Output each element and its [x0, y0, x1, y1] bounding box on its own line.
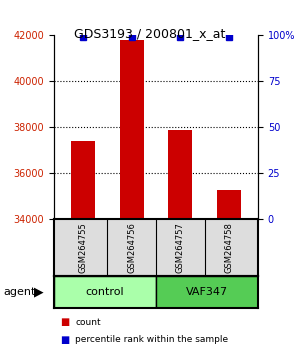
Bar: [120, 40, 144, 354]
Text: agent: agent: [3, 287, 35, 297]
Text: GSM264758: GSM264758: [224, 222, 233, 273]
Bar: [217, 190, 241, 354]
Text: VAF347: VAF347: [186, 287, 228, 297]
Text: GSM264756: GSM264756: [127, 222, 136, 273]
FancyBboxPatch shape: [156, 276, 258, 308]
Text: GDS3193 / 200801_x_at: GDS3193 / 200801_x_at: [74, 27, 226, 40]
Bar: [168, 130, 192, 354]
Text: GSM264757: GSM264757: [176, 222, 185, 273]
Text: percentile rank within the sample: percentile rank within the sample: [75, 335, 228, 344]
Text: GSM264755: GSM264755: [79, 222, 88, 273]
FancyBboxPatch shape: [54, 276, 156, 308]
Text: ▶: ▶: [34, 286, 44, 298]
Text: control: control: [86, 287, 124, 297]
Bar: [71, 141, 95, 354]
Text: count: count: [75, 318, 100, 327]
Text: ■: ■: [60, 335, 69, 345]
Text: ■: ■: [60, 317, 69, 327]
